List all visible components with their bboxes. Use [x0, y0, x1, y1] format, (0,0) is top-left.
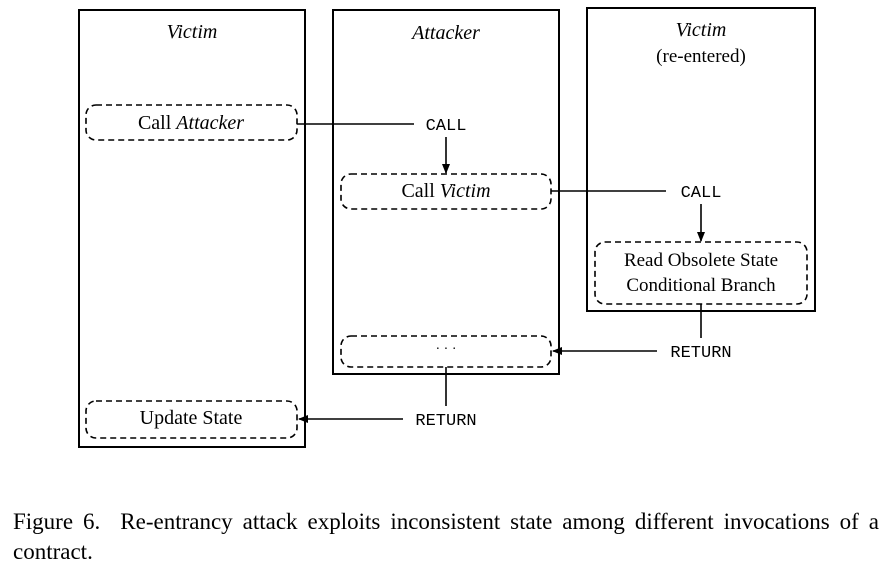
call-attacker-box: [85, 104, 298, 141]
victim-column: [78, 9, 306, 448]
call-label-1: CALL: [426, 117, 467, 136]
victim-column-title: Victim: [167, 21, 218, 43]
call-victim-text: Call Victim: [401, 180, 490, 202]
read-obsolete-state-text: Read Obsolete State: [624, 250, 778, 271]
call-attacker-text: Call Attacker: [138, 112, 244, 134]
return-label-2: RETURN: [415, 412, 476, 431]
conditional-branch-text: Conditional Branch: [626, 275, 776, 296]
attacker-column-title: Attacker: [410, 22, 480, 44]
ellipsis-text: · · ·: [436, 342, 457, 357]
figure-label: Figure 6.: [13, 509, 101, 534]
ellipsis-box: [340, 335, 552, 368]
update-state-box: [85, 400, 298, 439]
victim-reentered-column-title: Victim: [676, 19, 727, 41]
figure-caption: Figure 6. Re-entrancy attack exploits inc…: [13, 507, 879, 567]
return-label-1: RETURN: [670, 344, 731, 363]
update-state-text: Update State: [140, 407, 243, 429]
victim-reentered-subtitle: (re-entered): [656, 46, 746, 67]
call-label-2: CALL: [681, 184, 722, 203]
figure-caption-text: Re-entrancy attack exploits inconsistent…: [13, 509, 879, 564]
reentrancy-diagram: Victim Attacker Victim (re-entered) Call…: [78, 7, 816, 448]
